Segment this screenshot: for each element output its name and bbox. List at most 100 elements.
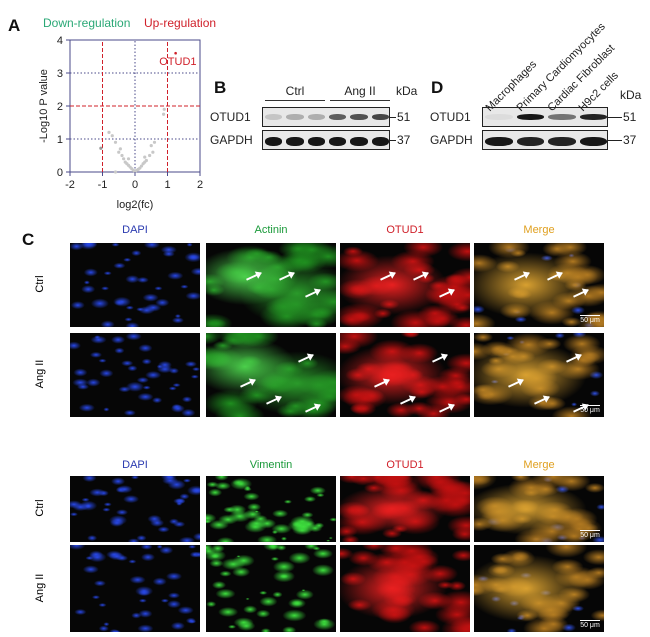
band — [329, 137, 347, 146]
micrograph-otud1 — [340, 243, 470, 327]
micrograph-merge: 50 μm — [474, 545, 604, 632]
kda-label: kDa — [396, 84, 418, 98]
band — [485, 114, 513, 120]
blot-otud1 — [482, 107, 608, 127]
data-point — [152, 140, 157, 144]
data-point — [143, 155, 147, 159]
scale-bar-label: 50 μm — [580, 622, 600, 629]
arrow-icon — [278, 272, 294, 282]
micrograph-otud1 — [340, 333, 470, 417]
band — [516, 114, 544, 120]
row-label: Ctrl — [34, 275, 46, 293]
scale-bar: 50 μm — [580, 620, 600, 629]
arrow-icon — [546, 272, 562, 282]
channel-header: Actinin — [254, 224, 288, 236]
band — [579, 114, 607, 120]
channel-header: OTUD1 — [386, 459, 424, 471]
x-axis-label: log2(fc) — [117, 199, 154, 211]
y-tick-label: 4 — [57, 35, 63, 47]
y-axis-label: -Log10 P value — [38, 69, 50, 143]
x-tick-label: 2 — [197, 179, 203, 191]
arrow-icon — [533, 396, 549, 405]
micrograph-otud1 — [340, 476, 470, 542]
scale-bar: 50 μm — [580, 405, 600, 414]
panel-label-b: B — [214, 78, 227, 97]
arrow-icon — [566, 354, 582, 363]
y-tick-label: 3 — [57, 68, 63, 80]
band — [350, 137, 368, 146]
band — [485, 137, 513, 146]
arrow-icon — [265, 396, 281, 405]
blot-otud1 — [262, 107, 390, 127]
channel-header: Merge — [523, 224, 555, 236]
arrow-icon — [514, 272, 530, 282]
band — [265, 114, 283, 120]
data-point — [122, 157, 126, 161]
channel-header: Vimentin — [249, 459, 293, 471]
data-point — [120, 153, 124, 158]
y-tick-label: 2 — [57, 101, 63, 113]
y-tick-label: 0 — [57, 167, 63, 179]
arrow-icon — [432, 354, 448, 363]
band — [371, 114, 389, 120]
row-label: Ang II — [34, 359, 46, 389]
group-label: Ctrl — [285, 84, 305, 98]
micrograph-otud1 — [340, 545, 470, 632]
data-point — [118, 147, 122, 151]
blot-gapdh — [482, 130, 608, 150]
band — [286, 114, 304, 120]
x-tick-label: -1 — [98, 179, 108, 191]
mw-label: 37 — [397, 133, 411, 147]
arrow-icon — [246, 272, 262, 282]
blot-row-label: GAPDH — [430, 133, 473, 147]
band — [371, 137, 389, 146]
arrow-icon — [507, 379, 523, 388]
data-point — [162, 112, 166, 116]
legend-down: Down-regulation — [43, 16, 131, 30]
band — [329, 114, 347, 120]
mw-label: 51 — [397, 110, 411, 124]
panel-label-d: D — [431, 78, 444, 97]
row-label: Ctrl — [34, 499, 46, 517]
micrograph-merge: 50 μm — [474, 243, 604, 327]
blot-row-label: OTUD1 — [210, 110, 251, 124]
arrow-icon — [298, 354, 314, 363]
data-point — [110, 134, 114, 138]
arrow-icon — [304, 289, 320, 298]
data-point — [139, 164, 144, 168]
channel-header: DAPI — [122, 224, 148, 236]
micrograph-dapi — [70, 545, 200, 632]
micrograph-actinin — [206, 333, 336, 417]
band — [265, 137, 283, 146]
scale-bar: 50 μm — [580, 530, 600, 539]
data-point — [117, 150, 121, 154]
annotation-otud1: OTUD1 — [159, 56, 196, 68]
micrograph-vimentin — [206, 545, 336, 632]
group-line — [330, 100, 390, 101]
channel-header: DAPI — [122, 459, 148, 471]
group-label: Ang II — [344, 84, 376, 98]
arrow-icon — [380, 272, 396, 282]
data-point — [151, 150, 155, 154]
band — [286, 137, 304, 146]
micrograph-merge: 50 μm — [474, 476, 604, 542]
mw-tick — [608, 117, 622, 118]
panel-label-c: C — [22, 230, 35, 249]
arrow-icon — [438, 404, 454, 414]
mw-tick — [390, 140, 396, 141]
arrow-icon — [572, 289, 588, 298]
channel-header: Merge — [523, 459, 555, 471]
arrow-icon — [399, 396, 415, 405]
data-point — [126, 157, 131, 161]
data-point — [113, 140, 118, 144]
scale-bar: 50 μm — [580, 315, 600, 324]
scale-bar-label: 50 μm — [580, 407, 600, 414]
band — [307, 137, 325, 146]
mw-tick — [390, 117, 396, 118]
arrow-icon — [304, 404, 320, 414]
micrograph-vimentin — [206, 476, 336, 542]
x-tick-label: -2 — [65, 179, 75, 191]
data-point — [149, 144, 153, 148]
panel-label-a: A — [8, 16, 21, 35]
arrow-icon — [239, 379, 255, 388]
